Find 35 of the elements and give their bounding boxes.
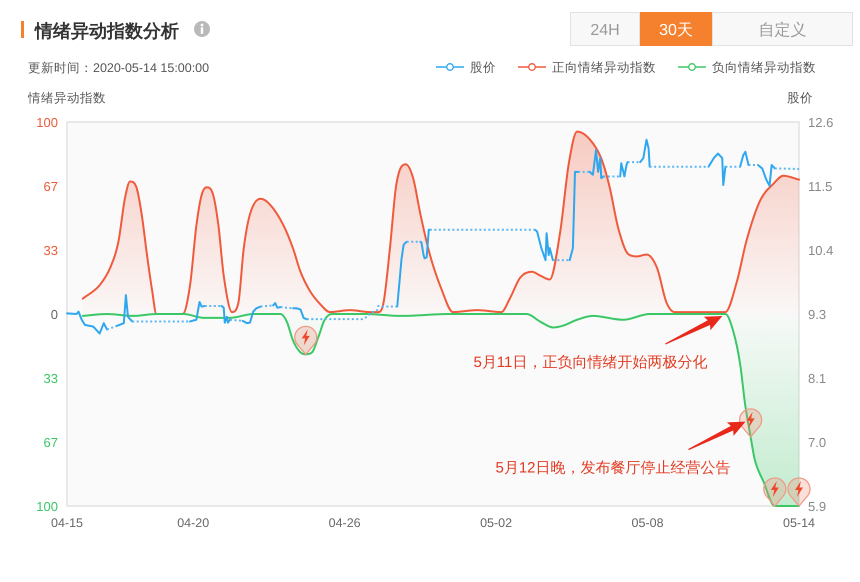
y-tick-label: 100	[36, 115, 58, 130]
button: 24H	[570, 12, 640, 46]
annotation: 5月11日，正负向情绪开始两极分化	[473, 354, 708, 371]
y-tick-label: 33	[44, 371, 58, 386]
legend-item: 股价	[436, 60, 496, 74]
y2-tick-label: 11.5	[808, 179, 832, 194]
y2-tick-label: 10.4	[808, 242, 834, 258]
y2-tick-label: 12.6	[808, 115, 834, 130]
y-tick-label: 100	[36, 499, 58, 514]
y2-tick-label: 7.0	[808, 434, 826, 450]
y2-tick-label: 5.9	[808, 499, 826, 514]
y-tick-label: 33	[44, 243, 58, 258]
button: 30天	[640, 12, 712, 46]
x-tick-label: 05-02	[480, 516, 512, 530]
title: 情绪异动指数分析	[35, 21, 179, 41]
x-tick-label: 04-26	[328, 516, 361, 530]
subtitle: 更新时间：2020-05-14 15:00:00	[28, 61, 210, 75]
legend-item: 负向情绪异动指数	[678, 60, 816, 74]
legend-label: 股价	[470, 60, 496, 74]
y2-tick-label: 9.3	[808, 307, 826, 322]
y-tick-label: 67	[44, 179, 58, 194]
y-tick-label: 0	[50, 307, 58, 322]
y2label: 股价	[787, 91, 813, 105]
button: 自定义	[712, 12, 853, 46]
x-tick-label: 04-20	[177, 516, 210, 530]
y-tick-label: 67	[44, 435, 58, 450]
y2-tick-label: 8.1	[808, 371, 826, 386]
annotation: 5月12日晚，发布餐厅停止经营公告	[495, 460, 731, 477]
legend-label: 负向情绪异动指数	[712, 60, 816, 74]
legend-label: 正向情绪异动指数	[552, 60, 656, 74]
x-tick-label: 05-08	[632, 516, 664, 530]
x-tick-label: 05-14	[783, 516, 815, 530]
x-tick-label: 04-15	[51, 516, 83, 530]
ylabel: 情绪异动指数	[28, 91, 106, 105]
legend-item: 正向情绪异动指数	[518, 60, 656, 74]
